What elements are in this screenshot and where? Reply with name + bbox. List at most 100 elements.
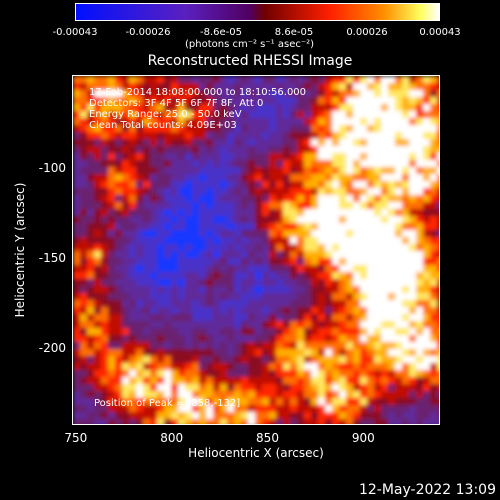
heatmap-cell [283,307,291,315]
heatmap-cell [381,300,389,308]
heatmap-cell [360,223,368,231]
heatmap-cell [101,237,109,245]
heatmap-cell [297,188,305,196]
heatmap-cell [101,132,109,140]
heatmap-cell [73,209,81,217]
heatmap-cell [416,153,424,161]
heatmap-cell [318,321,326,329]
heatmap-cell [311,321,319,329]
heatmap-cell [248,125,256,133]
heatmap-cell [220,251,228,259]
heatmap-cell [171,237,179,245]
heatmap-cell [297,174,305,182]
heatmap-cell [437,174,439,182]
heatmap-cell [416,279,424,287]
heatmap-cell [101,265,109,273]
heatmap-cell [157,391,165,399]
heatmap-cell [276,160,284,168]
heatmap-cell [437,76,439,84]
heatmap-cell [115,412,123,420]
heatmap-cell [325,83,333,91]
heatmap-cell [206,307,214,315]
heatmap-cell [80,419,88,424]
heatmap-cell [290,104,298,112]
heatmap-cell [94,405,102,413]
heatmap-cell [318,349,326,357]
heatmap-cell [269,244,277,252]
heatmap-cell [409,286,417,294]
heatmap-cell [430,230,438,238]
heatmap-cell [185,377,193,385]
heatmap-cell [388,405,396,413]
heatmap-cell [311,111,319,119]
heatmap-cell [108,286,116,294]
heatmap-cell [101,391,109,399]
heatmap-cell [437,237,439,245]
heatmap-cell [101,104,109,112]
heatmap-cell [262,251,270,259]
heatmap-cell [213,335,221,343]
heatmap-cell [367,398,375,406]
heatmap-cell [283,146,291,154]
heatmap-cell [262,118,270,126]
heatmap-cell [374,377,382,385]
heatmap-cell [262,342,270,350]
heatmap-cell [164,398,172,406]
heatmap-cell [185,293,193,301]
heatmap-cell [73,237,81,245]
heatmap-cell [353,153,361,161]
heatmap-cell [80,244,88,252]
heatmap-cell [227,195,235,203]
heatmap-cell [332,195,340,203]
heatmap-cell [129,139,137,147]
heatmap-cell [136,398,144,406]
heatmap-cell [178,223,186,231]
heatmap-cell [381,370,389,378]
heatmap-cell [409,272,417,280]
heatmap-cell [129,146,137,154]
heatmap-cell [136,272,144,280]
heatmap-cell [409,335,417,343]
heatmap-cell [269,286,277,294]
heatmap-cell [241,167,249,175]
heatmap-cell [255,230,263,238]
heatmap-cell [87,342,95,350]
heatmap-cell [248,90,256,98]
heatmap-cell [178,356,186,364]
heatmap-cell [129,216,137,224]
heatmap-cell [164,370,172,378]
heatmap-cell [150,230,158,238]
heatmap-cell [353,125,361,133]
heatmap-cell [73,195,81,203]
heatmap-cell [80,125,88,133]
heatmap-cell [80,279,88,287]
heatmap-cell [115,293,123,301]
heatmap-cell [360,174,368,182]
heatmap-cell [353,251,361,259]
heatmap-cell [276,167,284,175]
heatmap-cell [164,286,172,294]
heatmap-cell [80,300,88,308]
heatmap-cell [143,181,151,189]
heatmap-cell [381,90,389,98]
heatmap-cell [367,251,375,259]
heatmap-cell [430,321,438,329]
heatmap-cell [122,391,130,399]
heatmap-cell [318,412,326,420]
heatmap-cell [101,230,109,238]
heatmap-cell [409,202,417,210]
heatmap-cell [339,391,347,399]
heatmap-cell [290,181,298,189]
heatmap-cell [255,363,263,371]
heatmap-cell [157,160,165,168]
heatmap-cell [262,258,270,266]
heatmap-cell [374,342,382,350]
heatmap-cell [185,167,193,175]
heatmap-cell [297,342,305,350]
heatmap-cell [157,258,165,266]
heatmap-cell [416,83,424,91]
heatmap-cell [213,202,221,210]
heatmap-cell [213,118,221,126]
heatmap-cell [402,293,410,301]
heatmap-cell [171,293,179,301]
